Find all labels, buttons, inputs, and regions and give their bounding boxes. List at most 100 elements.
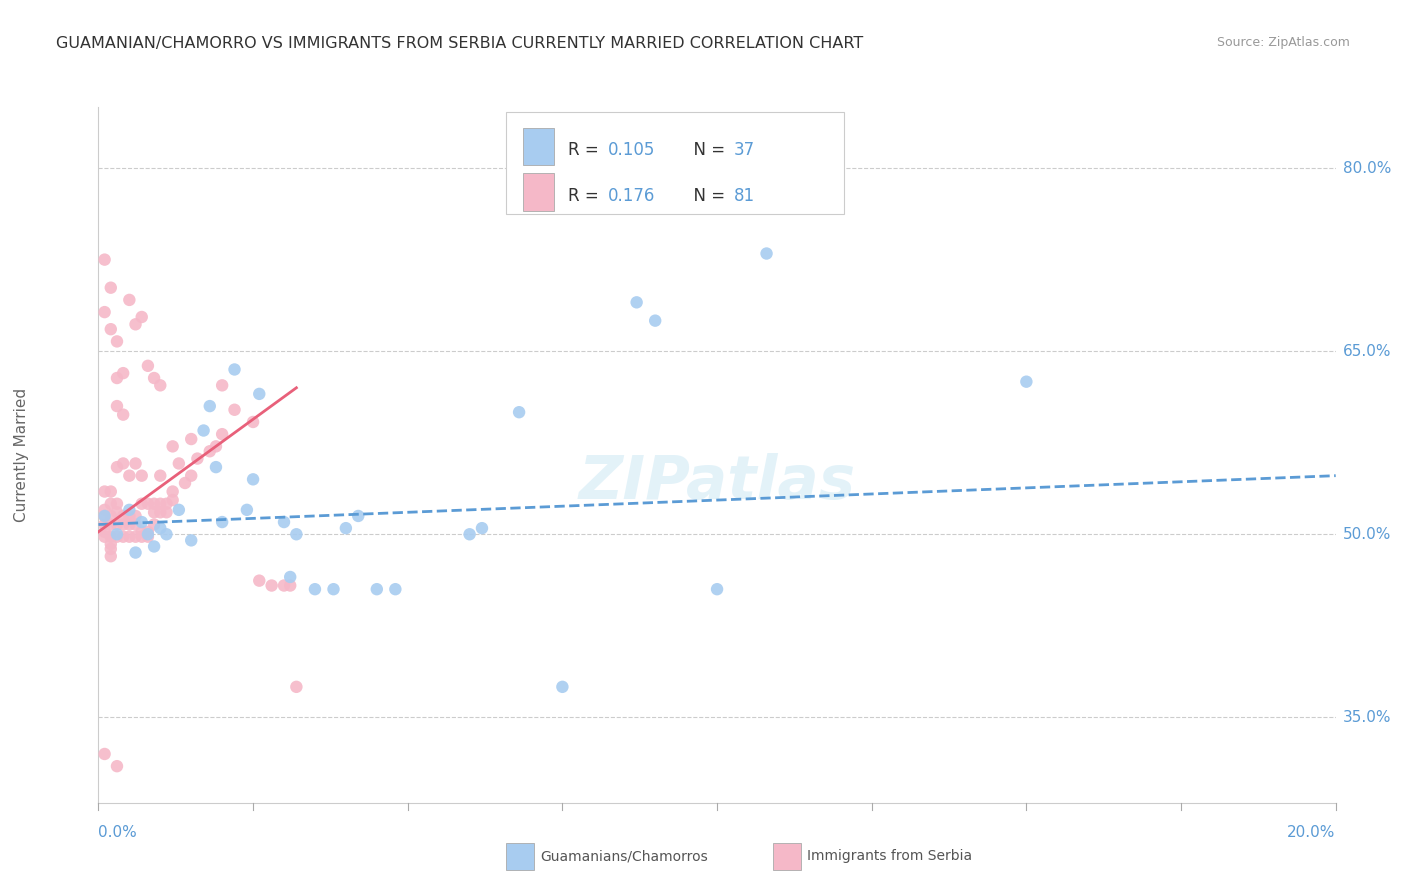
Point: [211, 378, 233, 392]
Point: [205, 460, 228, 475]
Point: [100, 530, 122, 544]
Point: [384, 582, 406, 597]
Text: 0.0%: 0.0%: [98, 825, 138, 840]
Point: [100, 537, 122, 551]
Point: [131, 310, 153, 324]
Point: [100, 517, 122, 532]
Point: [458, 527, 481, 541]
Point: [112, 530, 135, 544]
Point: [118, 508, 141, 523]
Point: [242, 415, 264, 429]
Point: [347, 508, 370, 523]
Point: [143, 497, 166, 511]
Point: [124, 508, 146, 523]
Point: [162, 493, 184, 508]
Point: [105, 371, 128, 385]
Point: [100, 549, 122, 564]
Text: Immigrants from Serbia: Immigrants from Serbia: [807, 849, 972, 863]
Text: 37: 37: [734, 142, 755, 160]
Point: [180, 533, 202, 548]
Point: [180, 432, 202, 446]
Text: N =: N =: [683, 186, 731, 204]
Point: [118, 293, 141, 307]
Point: [273, 578, 295, 592]
Text: 81: 81: [734, 186, 755, 204]
Text: 80.0%: 80.0%: [1343, 161, 1391, 176]
Point: [136, 359, 159, 373]
Point: [105, 505, 128, 519]
Point: [124, 318, 146, 332]
Point: [93, 484, 115, 499]
Point: [273, 515, 295, 529]
Point: [136, 530, 159, 544]
Point: [260, 578, 283, 592]
Point: [93, 747, 115, 761]
Point: [105, 399, 128, 413]
Point: [193, 424, 215, 438]
Point: [100, 541, 122, 556]
Point: [93, 503, 115, 517]
Point: [112, 408, 135, 422]
Point: [136, 524, 159, 539]
Point: [174, 475, 197, 490]
Point: [112, 457, 135, 471]
Text: 0.176: 0.176: [607, 186, 655, 204]
Point: [124, 457, 146, 471]
Point: [124, 517, 146, 532]
Point: [366, 582, 388, 597]
Point: [100, 508, 122, 523]
Point: [105, 497, 128, 511]
Point: [198, 444, 221, 458]
Text: N =: N =: [683, 142, 731, 160]
Point: [131, 497, 153, 511]
Point: [186, 451, 208, 466]
Text: GUAMANIAN/CHAMORRO VS IMMIGRANTS FROM SERBIA CURRENTLY MARRIED CORRELATION CHART: GUAMANIAN/CHAMORRO VS IMMIGRANTS FROM SE…: [56, 36, 863, 51]
Point: [93, 524, 115, 539]
Point: [149, 378, 172, 392]
Point: [167, 457, 190, 471]
Point: [93, 508, 115, 523]
Text: Currently Married: Currently Married: [14, 388, 28, 522]
Point: [247, 387, 270, 401]
Point: [143, 517, 166, 532]
Point: [211, 427, 233, 442]
Point: [105, 527, 128, 541]
Text: 0.105: 0.105: [607, 142, 655, 160]
Point: [644, 313, 666, 327]
Text: ZIPatlas: ZIPatlas: [578, 453, 856, 512]
Point: [93, 530, 115, 544]
Point: [155, 497, 177, 511]
Point: [471, 521, 494, 535]
Point: [100, 497, 122, 511]
Point: [105, 517, 128, 532]
Point: [706, 582, 728, 597]
Point: [304, 582, 326, 597]
Point: [755, 246, 778, 260]
Point: [278, 570, 301, 584]
Point: [112, 508, 135, 523]
Point: [335, 521, 357, 535]
Point: [105, 460, 128, 475]
Point: [118, 468, 141, 483]
Point: [242, 472, 264, 486]
Text: 20.0%: 20.0%: [1288, 825, 1336, 840]
Point: [93, 305, 115, 319]
Point: [93, 508, 115, 523]
Point: [167, 503, 190, 517]
Point: [143, 371, 166, 385]
Point: [236, 503, 259, 517]
Point: [112, 366, 135, 380]
Point: [155, 505, 177, 519]
Point: [105, 530, 128, 544]
Point: [149, 521, 172, 535]
Point: [626, 295, 648, 310]
Point: [93, 517, 115, 532]
Point: [551, 680, 574, 694]
Point: [162, 484, 184, 499]
Text: Source: ZipAtlas.com: Source: ZipAtlas.com: [1216, 36, 1350, 49]
Point: [198, 399, 221, 413]
Text: R =: R =: [568, 186, 605, 204]
Text: 50.0%: 50.0%: [1343, 527, 1391, 541]
Text: 65.0%: 65.0%: [1343, 343, 1391, 359]
Point: [93, 252, 115, 267]
